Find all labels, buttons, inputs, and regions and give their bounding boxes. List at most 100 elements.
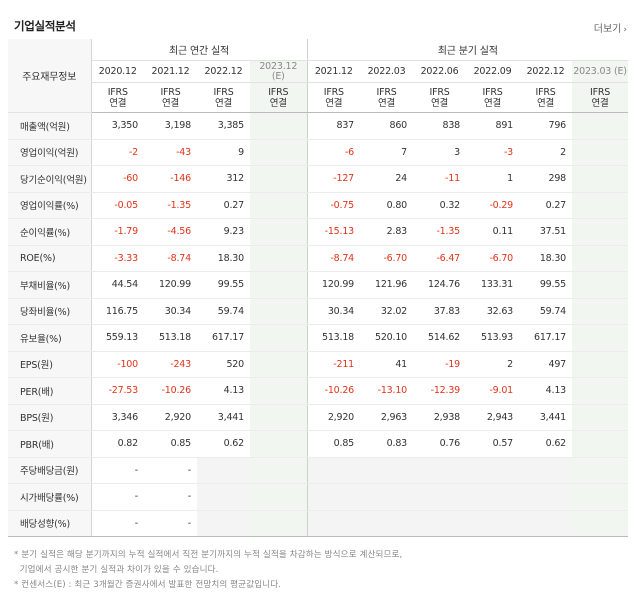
- basis-header: IFRS 연결: [250, 82, 308, 113]
- table-cell: 120.99: [144, 271, 197, 299]
- table-cell: 0.27: [519, 192, 573, 219]
- row-label: 주당배당금(원): [8, 457, 92, 484]
- table-cell: 559.13: [90, 324, 144, 352]
- table-cell: 617.17: [519, 324, 573, 352]
- table-cell: 32.63: [466, 298, 520, 325]
- row-label: 영업이익률(%): [8, 192, 92, 219]
- table-cell: -8.74: [144, 245, 197, 272]
- table-cell: [250, 351, 308, 378]
- table-cell: 513.93: [466, 324, 520, 352]
- basis-header: IFRS 연결: [519, 82, 573, 113]
- table-cell: 0.27: [197, 192, 250, 219]
- more-label[interactable]: 더보기: [593, 24, 622, 35]
- table-cell: -: [90, 483, 144, 511]
- table-cell: [572, 139, 629, 166]
- table-cell: -0.05: [90, 192, 144, 219]
- table-cell: -60: [90, 165, 144, 193]
- table-cell: -10.26: [306, 377, 361, 405]
- table-cell: -43: [144, 139, 197, 166]
- table-cell: -3: [466, 139, 520, 166]
- table-cell: 0.11: [466, 218, 520, 246]
- table-cell: 2.83: [360, 218, 414, 246]
- table-cell: 59.74: [519, 298, 573, 325]
- table-cell: -1.35: [413, 218, 467, 246]
- table-cell: 0.85: [306, 430, 361, 458]
- table-cell: 121.96: [360, 271, 414, 299]
- chevron-right-icon[interactable]: ›: [623, 25, 627, 35]
- row-label: 유보율(%): [8, 324, 92, 352]
- table-cell: 124.76: [413, 271, 467, 299]
- table-cell: [250, 483, 308, 511]
- row-label: EPS(원): [8, 351, 92, 378]
- period-header: 2022.06: [413, 60, 467, 83]
- table-cell: [466, 457, 520, 484]
- row-label: 시가배당률(%): [8, 483, 92, 511]
- row-label: PBR(배): [8, 430, 92, 458]
- table-cell: 2,943: [466, 404, 520, 431]
- row-label: ROE(%): [8, 245, 92, 272]
- footnote: * 분기 실적은 해당 분기까지의 누적 실적에서 직전 분기까지의 누적 실적…: [14, 550, 403, 560]
- table-cell: [360, 510, 414, 537]
- row-label: 순이익률(%): [8, 218, 92, 246]
- table-cell: [519, 510, 573, 537]
- table-cell: 2: [466, 351, 520, 378]
- table-row: 영업이익(억원) -2 -43 9 -6 7 3 -3 2: [8, 139, 629, 166]
- table-cell: 2,963: [360, 404, 414, 431]
- table-cell: -6.70: [360, 245, 414, 272]
- table-cell: [572, 351, 629, 378]
- table-cell: 30.34: [306, 298, 361, 325]
- table-cell: 37.51: [519, 218, 573, 246]
- table-cell: [572, 298, 629, 325]
- table-cell: 3,441: [519, 404, 573, 431]
- basis-header: IFRS 연결: [197, 82, 250, 113]
- table-cell: 120.99: [306, 271, 361, 299]
- table-row: ROE(%) -3.33 -8.74 18.30 -8.74 -6.70 -6.47 -6.7…: [8, 245, 629, 272]
- table-cell: 891: [466, 112, 520, 140]
- table-row: 당좌비율(%) 116.75 30.34 59.74 30.34 32.02 37.83 32…: [8, 298, 629, 325]
- table-cell: [466, 510, 520, 537]
- table-cell: [572, 192, 629, 219]
- table-cell: [572, 324, 629, 352]
- table-cell: [250, 245, 308, 272]
- table-cell: 2,920: [144, 404, 197, 431]
- table-cell: 1: [466, 165, 520, 193]
- table-cell: [250, 139, 308, 166]
- footnotes: * 분기 실적은 해당 분기까지의 누적 실적에서 직전 분기까지의 누적 실적…: [14, 548, 402, 593]
- table-cell: 3,346: [90, 404, 144, 431]
- basis-header: IFRS 연결: [572, 82, 629, 113]
- table-cell: -: [144, 457, 197, 484]
- table-row: 당기순이익(억원) -60 -146 312 -127 24 -11 1 298: [8, 165, 629, 193]
- table-cell: 2: [519, 139, 573, 166]
- table-cell: 838: [413, 112, 467, 140]
- table-cell: 44.54: [90, 271, 144, 299]
- table-cell: -1.35: [144, 192, 197, 219]
- table-cell: [572, 271, 629, 299]
- table-cell: [360, 483, 414, 511]
- table-cell: -6.47: [413, 245, 467, 272]
- table-cell: 99.55: [197, 271, 250, 299]
- table-cell: [519, 483, 573, 511]
- table-cell: [250, 112, 308, 140]
- table-cell: [360, 457, 414, 484]
- table-cell: [250, 377, 308, 405]
- table-row: 매출액(억원) 3,350 3,198 3,385 837 860 838 891 796: [8, 112, 629, 140]
- table-cell: -6.70: [466, 245, 520, 272]
- table-cell: [250, 324, 308, 352]
- table-cell: 520.10: [360, 324, 414, 352]
- table-row: BPS(원) 3,346 2,920 3,441 2,920 2,963 2,938 2,94…: [8, 404, 629, 431]
- table-cell: [572, 377, 629, 405]
- table-row: EPS(원) -100 -243 520 -211 41 -19 2 497: [8, 351, 629, 378]
- period-header: 2021.12: [306, 60, 361, 83]
- table-cell: 0.32: [413, 192, 467, 219]
- table-cell: 18.30: [197, 245, 250, 272]
- label-column-header: 주요재무정보: [8, 39, 92, 113]
- table-cell: 312: [197, 165, 250, 193]
- table-cell: [572, 404, 629, 431]
- table-cell: [572, 430, 629, 458]
- table-cell: -: [90, 510, 144, 537]
- table-cell: -0.29: [466, 192, 520, 219]
- table-cell: [250, 457, 308, 484]
- period-header: 2023.03 (E): [572, 60, 629, 83]
- more-link[interactable]: 더보기 ›: [594, 20, 627, 35]
